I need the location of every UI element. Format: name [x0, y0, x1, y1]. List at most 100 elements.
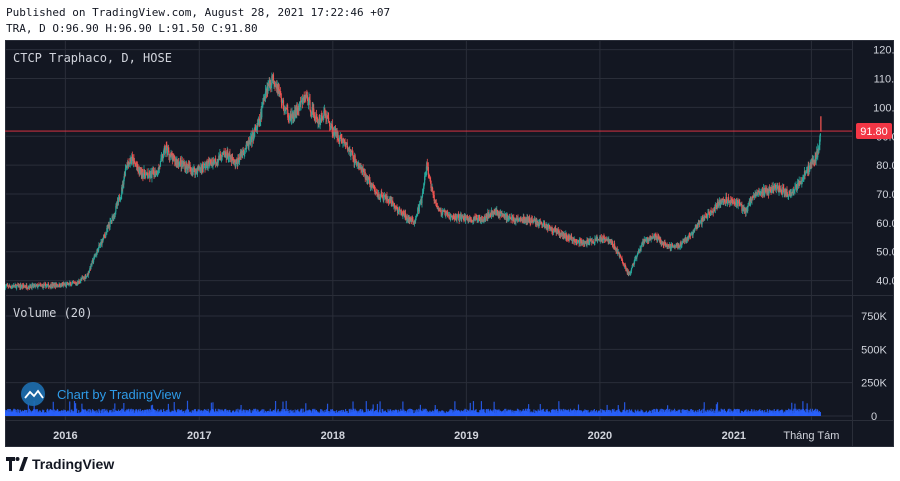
candle-body	[731, 198, 733, 200]
candle-body	[298, 106, 301, 110]
candle-body	[633, 261, 635, 265]
tradingview-footer-logo[interactable]: TradingView	[6, 456, 114, 472]
volume-bar	[807, 409, 809, 416]
candle-body	[320, 118, 322, 120]
candle-body	[126, 162, 129, 168]
candle-body	[664, 241, 666, 243]
candle-body	[791, 192, 793, 194]
candle-body	[782, 187, 784, 194]
candle-body	[68, 283, 70, 286]
candle-body	[25, 287, 27, 288]
candle-body	[741, 204, 743, 212]
candle-body	[620, 256, 622, 258]
candle-body	[678, 244, 680, 248]
candle-body	[424, 176, 426, 177]
candle-body	[450, 216, 452, 220]
volume-bar	[556, 409, 558, 416]
candle-body	[24, 286, 26, 288]
candle-body	[165, 145, 167, 151]
candle-body	[515, 218, 518, 221]
candle-body	[205, 163, 207, 167]
candle-body	[552, 232, 554, 234]
candle-body	[787, 196, 790, 197]
candle-body	[328, 117, 330, 122]
candle-body	[340, 135, 342, 138]
candle-body	[786, 194, 789, 197]
candle-body	[640, 246, 642, 251]
candle-body	[651, 236, 653, 239]
volume-bar	[606, 404, 608, 416]
candle-body	[173, 156, 175, 158]
chart-title: CTCP Traphaco, D, HOSE	[13, 51, 172, 65]
candle-body	[194, 169, 197, 175]
candle-body	[547, 226, 549, 230]
candle-body	[806, 171, 808, 173]
candle-body	[163, 150, 165, 158]
volume-bar	[215, 408, 217, 416]
candle-body	[27, 288, 29, 289]
candle-body	[250, 136, 252, 143]
candle-body	[255, 129, 258, 132]
candle-body	[192, 170, 194, 173]
candle-body	[703, 216, 705, 221]
candle-body	[47, 283, 50, 288]
volume-bar	[577, 404, 580, 416]
candle-body	[26, 285, 28, 289]
candle-body	[7, 284, 9, 286]
candle-body	[415, 218, 417, 222]
candle-body	[148, 172, 150, 178]
candle-body	[601, 238, 603, 241]
candle-body	[367, 178, 370, 181]
candle-body	[461, 216, 463, 220]
volume-bar	[102, 409, 104, 416]
candle-body	[472, 220, 474, 222]
candle-body	[571, 237, 573, 242]
candle-body	[373, 188, 375, 190]
candle-body	[114, 213, 116, 216]
candle-body	[70, 283, 72, 287]
candle-body	[283, 109, 285, 111]
candle-body	[728, 197, 730, 202]
candle-body	[219, 153, 221, 156]
candle-body	[566, 238, 568, 240]
candle-body	[159, 161, 162, 167]
volume-bar	[702, 408, 704, 416]
candle-body	[769, 188, 772, 192]
candle-body	[762, 193, 764, 196]
candle-body	[789, 191, 791, 194]
volume-bar	[811, 408, 814, 416]
candle-body	[9, 286, 11, 288]
candle-body	[672, 246, 675, 248]
candle-body	[722, 199, 724, 200]
candle-body	[37, 284, 40, 287]
volume-bar	[529, 409, 531, 416]
volume-bar	[187, 409, 190, 416]
candle-body	[637, 251, 639, 255]
candle-body	[263, 100, 265, 102]
candle-body	[402, 213, 404, 217]
volume-bar	[173, 402, 175, 416]
candle-body	[439, 210, 441, 212]
candle-body	[570, 236, 572, 240]
candle-body	[105, 232, 107, 237]
candle-body	[761, 189, 764, 196]
candle-body	[151, 171, 153, 178]
candle-body	[759, 193, 762, 196]
candle-body	[297, 111, 299, 113]
volume-bar	[27, 403, 29, 416]
candle-body	[331, 123, 333, 125]
tradingview-chart[interactable]: 120.00110.00100.0090.0080.0070.0060.0050…	[5, 40, 894, 447]
candle-body	[737, 203, 739, 207]
candle-body	[775, 188, 777, 190]
candle-body	[326, 115, 328, 120]
candle-body	[98, 245, 100, 248]
volume-bar	[150, 405, 153, 416]
volume-bar	[294, 409, 296, 416]
candle-body	[105, 232, 107, 234]
candle-body	[740, 203, 742, 205]
candle-body	[749, 199, 751, 206]
candle-body	[701, 217, 703, 225]
candle-body	[656, 239, 659, 242]
candle-body	[369, 180, 371, 188]
candle-body	[202, 164, 205, 169]
